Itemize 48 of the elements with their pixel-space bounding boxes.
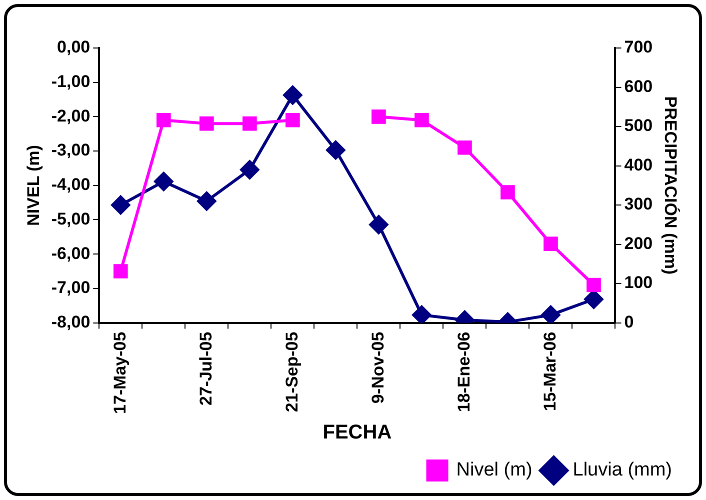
y2-tick-label: 300 xyxy=(624,194,653,214)
y2-tick-label: 200 xyxy=(624,234,653,253)
y-tick-label: -7,00 xyxy=(51,278,90,298)
point xyxy=(414,112,429,128)
y2-axis-title: PRECIPITACIÓN (mm) xyxy=(661,96,682,274)
point xyxy=(240,160,260,180)
y2-tick-label: 400 xyxy=(624,155,653,174)
point xyxy=(286,112,300,128)
point xyxy=(544,236,558,251)
legend-label: Nivel (m) xyxy=(456,460,532,481)
y-tick-label: -4,00 xyxy=(51,175,90,194)
point xyxy=(200,116,214,131)
x-tick-label: 27-Jul-05 xyxy=(196,332,216,406)
x-tick-label: 15-Mar-06 xyxy=(540,332,560,412)
point xyxy=(113,264,128,278)
x-tick-label: 18-Ene-06 xyxy=(454,332,474,412)
y2-tick-label: 700 xyxy=(624,38,653,57)
x-tick-label: 9-Nov-05 xyxy=(368,332,388,404)
y2-tick-label: 500 xyxy=(624,116,653,136)
y-tick-label: -8,00 xyxy=(51,312,90,332)
x-tick-label: 17-May-05 xyxy=(110,332,130,414)
point xyxy=(369,215,388,234)
y-tick-label: -3,00 xyxy=(51,140,90,160)
point xyxy=(326,140,346,160)
point xyxy=(586,278,601,292)
point xyxy=(412,305,432,323)
y2-tick-label: 100 xyxy=(624,273,653,292)
point xyxy=(500,185,515,200)
point xyxy=(458,140,472,155)
point xyxy=(541,305,560,323)
point xyxy=(197,192,216,211)
y-axis-title: NIVEL (m) xyxy=(24,144,43,226)
point xyxy=(156,112,171,128)
point xyxy=(154,172,174,191)
y-tick-label: -5,00 xyxy=(51,209,90,228)
y2-tick-label: 600 xyxy=(624,76,653,96)
point xyxy=(372,110,386,124)
y-tick-label: -6,00 xyxy=(51,244,90,263)
legend-label: Lluvia (mm) xyxy=(572,460,672,481)
point xyxy=(111,196,130,215)
y-tick-label: -2,00 xyxy=(51,106,90,126)
y2-tick-label: 0 xyxy=(624,312,634,332)
y-tick-label: -1,00 xyxy=(51,72,90,92)
x-tick-label: 21-Sep-05 xyxy=(282,332,302,412)
point xyxy=(242,116,257,131)
point xyxy=(283,86,302,105)
x-axis-title: FECHA xyxy=(322,422,392,444)
y-tick-label: 0,00 xyxy=(57,38,90,57)
